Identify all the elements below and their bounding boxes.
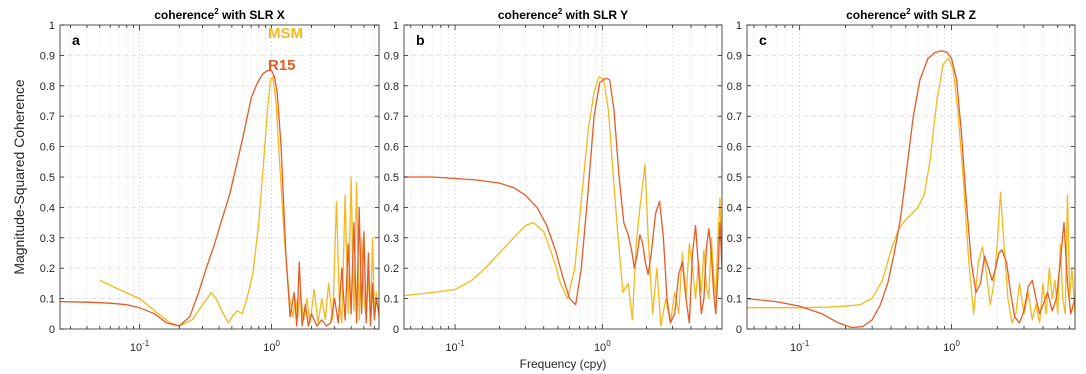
y-tick-label: 0.1	[727, 294, 742, 306]
series-line-r15	[60, 69, 379, 327]
legend: MSM R15	[268, 25, 303, 74]
y-tick-label: 0.2	[384, 263, 399, 275]
plot-area	[404, 25, 722, 329]
x-tick-label: 10-1	[130, 339, 150, 354]
series-line-r15	[747, 50, 1075, 329]
y-tick-label: 0	[736, 324, 742, 336]
y-tick-label: 0.8	[40, 81, 55, 93]
series-line-r15	[404, 77, 722, 324]
panel-title: coherence2 with SLR Z	[846, 7, 976, 22]
panel-c: 0 0.1 0.2 0.3 0.4 0.5 0.6 0.7 0.8 0.9 1 10-1 100 cohe…	[727, 7, 1076, 354]
y-tick-label: 0.8	[727, 81, 742, 93]
panel-letter: a	[72, 32, 80, 48]
y-tick-label: 0.5	[384, 172, 399, 184]
y-tick-label: 0.8	[384, 81, 399, 93]
panel-title: coherence2 with SLR X	[154, 7, 284, 22]
y-tick-label: 0.5	[727, 172, 742, 184]
y-tick-label: 0.6	[727, 142, 742, 154]
x-tick-label: 100	[263, 339, 280, 354]
y-tick-label: 1	[49, 20, 55, 32]
x-tick-label: 10-1	[790, 339, 810, 354]
y-tick-label: 0.4	[40, 202, 55, 214]
series-line-msm	[404, 76, 722, 327]
x-axis-label: Frequency (cpy)	[520, 357, 607, 371]
y-tick-label: 0.4	[727, 202, 742, 214]
x-tick-label: 100	[943, 339, 960, 354]
y-tick-label: 0.9	[384, 50, 399, 62]
y-tick-label: 0.2	[40, 263, 55, 275]
y-tick-label: 0.9	[727, 50, 742, 62]
y-tick-label: 0.7	[384, 111, 399, 123]
x-tick-label: 100	[594, 339, 611, 354]
y-tick-label: 0.2	[727, 263, 742, 275]
y-tick-label: 0.9	[40, 50, 55, 62]
panel-letter: b	[416, 32, 425, 48]
panel-letter: c	[759, 32, 767, 48]
y-tick-label: 0.7	[727, 111, 742, 123]
y-tick-label: 0.3	[727, 233, 742, 245]
y-tick-label: 0.6	[40, 142, 55, 154]
y-tick-label: 0.3	[384, 233, 399, 245]
y-tick-label: 0.7	[40, 111, 55, 123]
y-tick-label: 0	[393, 324, 399, 336]
y-tick-label: 0.5	[40, 172, 55, 184]
y-tick-label: 0.4	[384, 202, 399, 214]
y-tick-label: 1	[736, 20, 742, 32]
plot-area	[60, 25, 379, 329]
panel-a: 0 0.1 0.2 0.3 0.4 0.5 0.6 0.7 0.8 0.9 1 10-1 100 cohe…	[11, 7, 380, 354]
y-tick-label: 1	[393, 20, 399, 32]
y-tick-label: 0.1	[384, 294, 399, 306]
y-tick-label: 0.1	[40, 294, 55, 306]
y-tick-label: 0.3	[40, 233, 55, 245]
panel-b: 0 0.1 0.2 0.3 0.4 0.5 0.6 0.7 0.8 0.9 1 10-1 100 cohe…	[384, 7, 723, 371]
panel-title: coherence2 with SLR Y	[498, 7, 628, 22]
series-line-msm	[747, 57, 1075, 324]
x-tick-label: 10-1	[445, 339, 465, 354]
legend-entry-r15: R15	[268, 57, 296, 74]
grid	[747, 25, 1075, 329]
y-axis-label: Magnitude-Squared Coherence	[11, 79, 27, 275]
y-tick-label: 0	[49, 324, 55, 336]
y-tick-label: 0.6	[384, 142, 399, 154]
legend-entry-msm: MSM	[268, 25, 303, 42]
